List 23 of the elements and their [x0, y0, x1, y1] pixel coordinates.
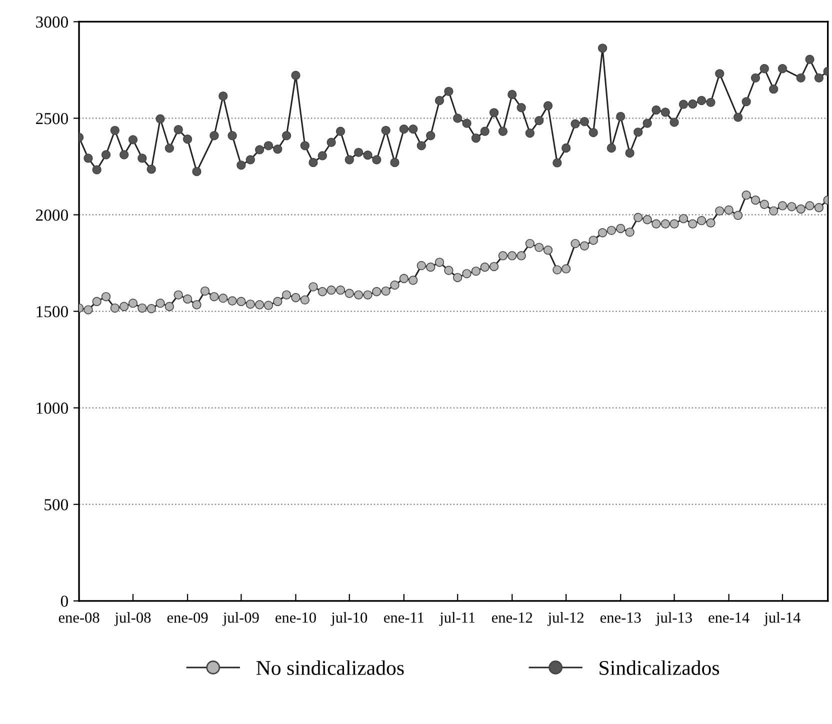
y-tick-label: 3000	[36, 16, 68, 28]
legend-label: Sindicalizados	[600, 660, 720, 675]
x-tick-label: jul-09	[222, 612, 259, 626]
legend-label: No sindicalizados	[256, 660, 404, 675]
x-tick-label: jul-08	[114, 612, 151, 626]
x-tick-label: ene-11	[384, 612, 424, 623]
y-tick-label: 2000	[36, 209, 68, 221]
x-tick-label: ene-08	[58, 612, 100, 623]
x-tick-label: ene-09	[167, 612, 208, 623]
x-tick-label: ene-14	[708, 612, 750, 623]
y-tick-label: 500	[44, 499, 68, 510]
x-tick-label: ene-13	[600, 612, 641, 623]
y-tick-label: 1500	[36, 306, 68, 318]
x-tick-label: jul-14	[764, 612, 800, 626]
x-tick-label: ene-12	[492, 612, 532, 623]
x-tick-label: jul-12	[547, 612, 584, 626]
y-tick-label: 0	[60, 596, 68, 607]
x-tick-label: ene-10	[276, 612, 316, 623]
y-tick-label: 2500	[36, 112, 68, 124]
x-tick-label: jul-11	[439, 612, 475, 626]
x-tick-label: jul-10	[330, 612, 368, 626]
x-tick-label: jul-13	[656, 612, 692, 626]
y-tick-label: 1000	[36, 402, 68, 414]
